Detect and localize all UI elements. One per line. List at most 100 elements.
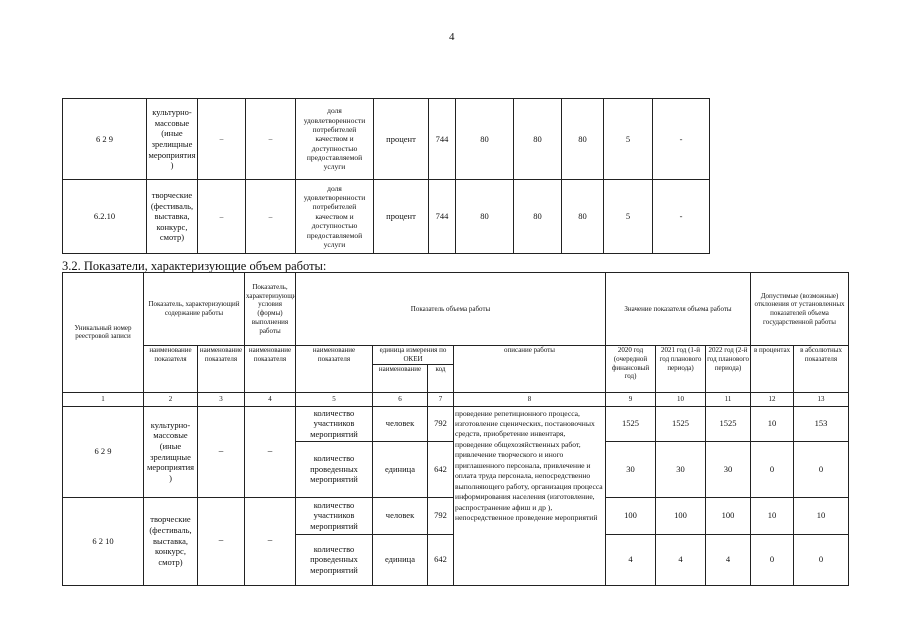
header-okei-name: наименование <box>372 363 428 393</box>
header-unique-number: Уникальный номер реестровой записи <box>62 272 144 393</box>
column-number: 12 <box>750 391 795 407</box>
table-row: количество проведенных мероприятий едини… <box>63 440 850 498</box>
deviation-percent: 0 <box>750 440 795 498</box>
okei-code: 642 <box>427 533 454 586</box>
header-name-indicator: наименование показателя <box>295 345 373 393</box>
header-row: Уникальный номер реестровой записи Показ… <box>62 272 850 393</box>
work-content: культурно-массовые (иные зрелищные мероп… <box>146 98 198 180</box>
header-work-description: описание работы <box>452 345 607 393</box>
header-2022: 2022 год (2-й год планового периода) <box>705 345 752 393</box>
header-name-indicator: наименование показателя <box>244 345 296 393</box>
value-2020: 80 <box>455 98 514 180</box>
header-name-indicator: наименование показателя <box>197 345 245 393</box>
value-2021: 1525 <box>655 405 707 442</box>
table-row: 6 2 9 культурно-массовые (иные зрелищные… <box>62 405 850 586</box>
header-in-absolute: в абсолютных показателя <box>793 345 850 393</box>
unit-name: процент <box>373 98 429 180</box>
column-number: 8 <box>452 391 607 407</box>
okei-code: 744 <box>428 179 456 254</box>
column-number: 11 <box>705 391 752 407</box>
section-heading: 3.2. Показатели, характеризующие объем р… <box>62 259 327 273</box>
empty-cell: – <box>245 179 296 254</box>
deviation-percent: 5 <box>603 98 653 180</box>
column-number: 2 <box>143 391 198 407</box>
indicator-name: доля удовлетворенности потребителей каче… <box>295 179 374 254</box>
deviation-absolute: 0 <box>793 440 850 498</box>
value-2022: 100 <box>705 496 752 535</box>
header-row: наименование код <box>63 363 849 393</box>
page-number: 4 <box>449 31 455 43</box>
header-name-indicator: наименование показателя <box>143 345 198 393</box>
header-volume-value: Значение показателя объема работы <box>605 272 752 346</box>
value-2020: 30 <box>605 440 657 498</box>
value-2021: 4 <box>655 533 707 586</box>
registry-code: 6 2 9 <box>62 405 144 498</box>
column-number: 5 <box>295 391 373 407</box>
empty-cell: – <box>197 496 245 586</box>
okei-code: 744 <box>428 98 456 180</box>
value-2021: 30 <box>655 440 707 498</box>
header-conditions-indicator: Показатель, характеризующий условия (фор… <box>244 272 296 346</box>
indicator-name: количество участников мероприятий <box>295 405 373 442</box>
value-2020: 1525 <box>605 405 657 442</box>
work-content: творческие (фестиваль, выставка, конкурс… <box>143 496 198 586</box>
column-number: 1 <box>62 391 144 407</box>
okei-code: 792 <box>427 405 454 442</box>
unit-name: единица <box>372 533 428 586</box>
column-number: 13 <box>793 391 850 407</box>
empty-cell: – <box>245 98 296 180</box>
header-row: наименование показателя наименование пок… <box>63 345 850 393</box>
value-2021: 80 <box>513 98 562 180</box>
column-number: 9 <box>605 391 657 407</box>
empty-cell: – <box>244 496 296 586</box>
value-2022: 80 <box>561 98 604 180</box>
volume-indicators-table: Уникальный номер реестровой записи Показ… <box>62 272 850 586</box>
column-number: 4 <box>244 391 296 407</box>
deviation-percent: 5 <box>603 179 653 254</box>
header-okei-unit: единица измерения по ОКЕИ <box>372 345 454 365</box>
okei-code: 642 <box>427 440 454 498</box>
value-2021: 80 <box>513 179 562 254</box>
empty-cell: – <box>197 98 246 180</box>
header-2021: 2021 год (1-й год планового периода) <box>655 345 707 393</box>
empty-cell: – <box>244 405 296 498</box>
value-2020: 100 <box>605 496 657 535</box>
deviation-percent: 0 <box>750 533 795 586</box>
registry-code: 6 2 9 <box>62 98 147 180</box>
work-content: творческие (фестиваль, выставка, конкурс… <box>146 179 198 254</box>
deviation-percent: 10 <box>750 405 795 442</box>
unit-name: человек <box>372 405 428 442</box>
value-2021: 100 <box>655 496 707 535</box>
table-row: 6.2.10 творческие (фестиваль, выставка, … <box>62 179 710 254</box>
unit-name: единица <box>372 440 428 498</box>
column-numbers-row: 1 2 3 4 5 6 7 8 9 10 11 12 13 <box>62 391 850 407</box>
column-number: 3 <box>197 391 245 407</box>
deviation-absolute: 0 <box>793 533 850 586</box>
column-number: 7 <box>427 391 454 407</box>
value-2022: 4 <box>705 533 752 586</box>
registry-code: 6 2 10 <box>62 496 144 586</box>
unit-name: человек <box>372 496 428 535</box>
work-description: проведение репетиционного процесса, изго… <box>452 405 607 586</box>
okei-code: 792 <box>427 496 454 535</box>
deviation-absolute: - <box>652 179 710 254</box>
header-okei-code: код <box>427 363 454 393</box>
empty-cell: – <box>197 179 246 254</box>
deviation-absolute: 10 <box>793 496 850 535</box>
value-2022: 1525 <box>705 405 752 442</box>
deviation-percent: 10 <box>750 496 795 535</box>
indicator-name: доля удовлетворенности потребителей каче… <box>295 98 374 180</box>
deviation-absolute: - <box>652 98 710 180</box>
header-deviations: Допустимые (возможные) отклонения от уст… <box>750 272 850 346</box>
column-number: 10 <box>655 391 707 407</box>
registry-code: 6.2.10 <box>62 179 147 254</box>
table-row: количество проведенных мероприятий едини… <box>63 533 850 586</box>
column-number: 6 <box>372 391 428 407</box>
header-volume-indicator: Показатель объема работы <box>294 272 607 346</box>
indicator-name: количество проведенных мероприятий <box>295 533 373 586</box>
indicator-name: количество участников мероприятий <box>295 496 373 535</box>
empty-cell: – <box>197 405 245 498</box>
indicator-name: количество проведенных мероприятий <box>295 440 373 498</box>
value-2020: 80 <box>455 179 514 254</box>
